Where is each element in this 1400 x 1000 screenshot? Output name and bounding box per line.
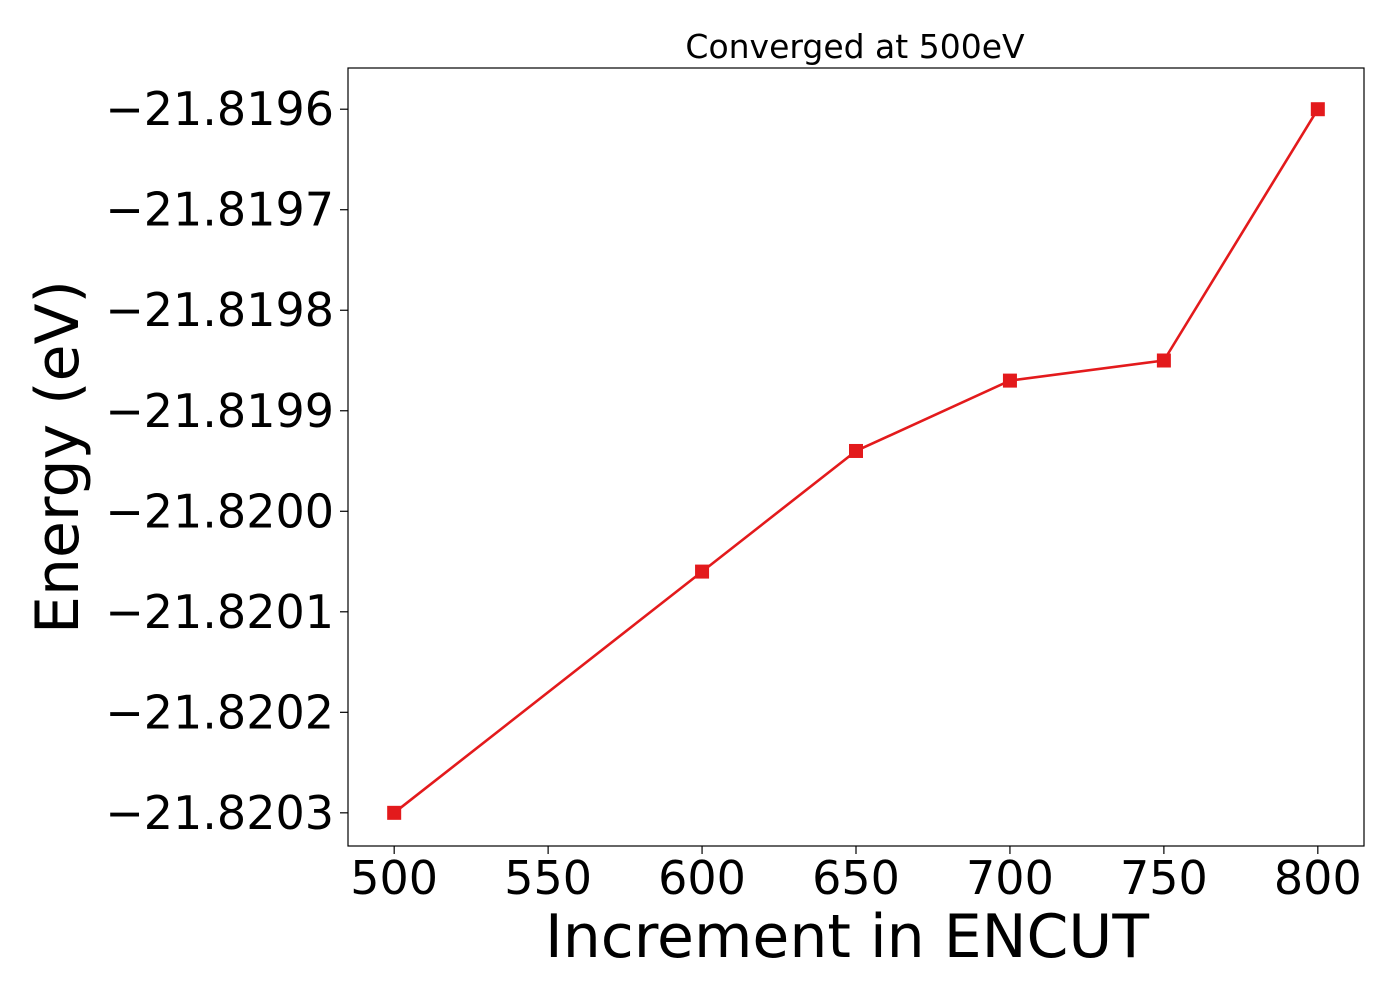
x-tick-label: 750 <box>1120 851 1208 905</box>
x-tick-label: 600 <box>658 851 746 905</box>
y-tick-label: −21.8198 <box>105 283 334 337</box>
data-point-marker <box>695 564 710 579</box>
data-point-marker <box>1156 353 1171 368</box>
y-tick-label: −21.8200 <box>105 484 334 538</box>
x-tick-label: 700 <box>966 851 1054 905</box>
x-tick-label: 550 <box>504 851 592 905</box>
data-point-marker <box>387 805 402 820</box>
y-tick-label: −21.8201 <box>105 585 334 639</box>
y-tick-label: −21.8202 <box>105 685 334 739</box>
x-tick-label: 650 <box>812 851 900 905</box>
y-axis-label: Energy (eV) <box>23 280 93 634</box>
y-tick-label: −21.8203 <box>105 786 334 840</box>
x-axis-ticks: 500 550 600 650 700 750 800 <box>350 846 1362 905</box>
data-point-marker <box>1002 373 1017 388</box>
data-point-marker <box>849 443 863 458</box>
y-tick-label: −21.8199 <box>105 384 334 438</box>
series-group <box>387 102 1325 820</box>
plot-area <box>387 102 1325 820</box>
x-axis-label: Increment in ENCUT <box>545 902 1149 972</box>
data-point-marker <box>1310 102 1325 117</box>
x-tick-label: 800 <box>1274 851 1362 905</box>
y-axis-ticks: −21.8203 −21.8202 −21.8201 −21.8200 −21.8199… <box>105 82 348 840</box>
series-line <box>393 108 1319 814</box>
chart-title: Converged at 500eV <box>685 27 1025 66</box>
y-tick-label: −21.8196 <box>105 82 334 136</box>
axes-frame <box>347 67 1365 847</box>
y-tick-label: −21.8197 <box>105 183 334 237</box>
x-tick-label: 500 <box>350 851 438 905</box>
